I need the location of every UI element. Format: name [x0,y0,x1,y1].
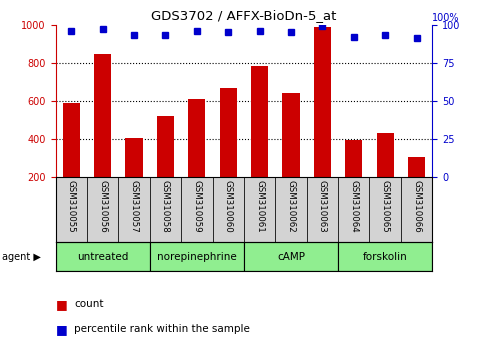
Bar [283,93,299,215]
Text: GSM310063: GSM310063 [318,180,327,233]
Text: ■: ■ [56,298,67,311]
Text: GSM310056: GSM310056 [98,180,107,233]
Bar [275,177,307,242]
Bar [314,27,331,215]
Text: percentile rank within the sample: percentile rank within the sample [74,324,250,334]
Bar [377,133,394,215]
Text: GSM310055: GSM310055 [67,180,76,233]
Text: count: count [74,299,103,309]
Bar [408,157,425,215]
Bar [118,177,150,242]
Text: GSM310064: GSM310064 [349,180,358,233]
Text: 100%: 100% [432,13,460,23]
Bar [157,115,174,215]
Text: GSM310066: GSM310066 [412,180,421,233]
Text: GSM310060: GSM310060 [224,180,233,233]
Bar [94,54,111,215]
Bar [244,177,275,242]
Text: norepinephrine: norepinephrine [157,252,237,262]
Bar [401,177,432,242]
Bar [338,242,432,271]
Bar [345,139,362,215]
Text: untreated: untreated [77,252,128,262]
Bar [307,177,338,242]
Text: cAMP: cAMP [277,252,305,262]
Text: ■: ■ [56,323,67,336]
Bar [56,242,150,271]
Bar [63,103,80,215]
Bar [150,177,181,242]
Bar [150,242,244,271]
Bar [244,242,338,271]
Bar [87,177,118,242]
Text: GSM310059: GSM310059 [192,180,201,233]
Text: GSM310057: GSM310057 [129,180,139,233]
Bar [338,177,369,242]
Bar [220,87,237,215]
Text: agent ▶: agent ▶ [2,252,41,262]
Text: GSM310058: GSM310058 [161,180,170,233]
Text: GSM310065: GSM310065 [381,180,390,233]
Bar [188,99,205,215]
Bar [181,177,213,242]
Title: GDS3702 / AFFX-BioDn-5_at: GDS3702 / AFFX-BioDn-5_at [151,9,337,22]
Bar [369,177,401,242]
Bar [56,177,87,242]
Text: forskolin: forskolin [363,252,408,262]
Bar [213,177,244,242]
Text: GSM310062: GSM310062 [286,180,296,233]
Bar [126,138,142,215]
Bar [251,66,268,215]
Text: GSM310061: GSM310061 [255,180,264,233]
